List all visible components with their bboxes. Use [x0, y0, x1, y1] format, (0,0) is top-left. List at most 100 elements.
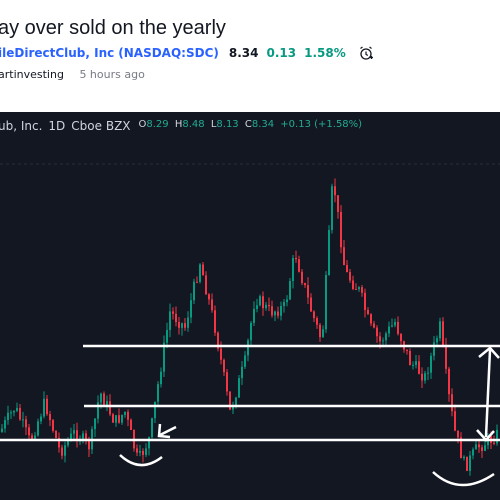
candle-body	[337, 195, 339, 212]
candle-body	[172, 311, 174, 314]
candle-body	[217, 332, 219, 349]
candle-body	[4, 420, 6, 429]
candle-body	[40, 416, 42, 422]
candle-body	[52, 420, 54, 431]
legend-symbol[interactable]: ub, Inc.	[0, 119, 43, 133]
candle-body	[28, 427, 30, 436]
published-time: 5 hours ago	[79, 68, 145, 81]
candle-body	[286, 299, 288, 303]
candle-body	[157, 384, 159, 402]
candle-body	[124, 411, 126, 415]
candle-body	[379, 336, 381, 342]
candle-body	[307, 285, 309, 298]
candle-body	[160, 371, 162, 385]
candle-body	[463, 456, 465, 459]
candle-body	[367, 309, 369, 315]
legend-exchange: Cboe BZX	[71, 119, 131, 133]
candle-body	[223, 359, 225, 373]
candle-body	[130, 419, 132, 430]
candle-body	[253, 308, 255, 323]
candle-body	[493, 442, 495, 444]
candle-body	[37, 421, 39, 436]
candle-body	[184, 323, 186, 328]
bottom-arc-right	[432, 471, 495, 487]
candle-body	[226, 372, 228, 392]
candle-body	[451, 394, 453, 412]
candle-body	[475, 444, 477, 450]
drawing-lines[interactable]	[0, 344, 500, 487]
candle-body	[94, 418, 96, 430]
candle-body	[472, 449, 474, 456]
candle-body	[427, 372, 429, 374]
candle-body	[256, 305, 258, 309]
candlestick-plot[interactable]	[0, 112, 500, 500]
candle-body	[100, 393, 102, 403]
candle-body	[322, 329, 324, 338]
candle-body	[148, 437, 150, 449]
bottom-arc-left	[119, 454, 163, 467]
candle-body	[82, 433, 84, 441]
candle-body	[214, 310, 216, 333]
candle-body	[235, 397, 237, 406]
candle-body	[199, 264, 201, 282]
candle-body	[106, 401, 108, 406]
candle-body	[274, 311, 276, 316]
candle-body	[154, 401, 156, 419]
symbol-ticker-link[interactable]: (NASDAQ:SDC)	[118, 46, 219, 60]
candle-body	[436, 338, 438, 343]
candle-body	[118, 415, 120, 423]
candle-body	[268, 304, 270, 307]
candle-body	[325, 275, 327, 330]
candle-body	[457, 430, 459, 438]
candle-body	[373, 323, 375, 328]
candle-body	[292, 257, 294, 282]
chart-area[interactable]: ub, Inc. 1D Cboe BZX O8.29 H8.48 L8.13 C…	[0, 112, 500, 500]
candle-body	[247, 340, 249, 356]
candle-body	[241, 366, 243, 379]
author-link[interactable]: artinvesting	[0, 68, 64, 81]
candle-body	[298, 259, 300, 272]
candle-body	[208, 294, 210, 300]
candle-body	[244, 355, 246, 367]
candle-body	[205, 275, 207, 295]
idea-title[interactable]: ay over sold on the yearly	[0, 17, 226, 39]
candle-body	[121, 414, 123, 423]
candle-body	[295, 257, 297, 260]
candle-body	[163, 342, 165, 372]
candle-body	[370, 314, 372, 324]
candle-body	[76, 430, 78, 441]
candle-body	[43, 398, 45, 417]
candle-body	[301, 271, 303, 284]
candle-body	[406, 349, 408, 351]
candle-body	[178, 322, 180, 328]
alarm-clock-plus-icon[interactable]	[358, 45, 374, 61]
candle-body	[415, 361, 417, 365]
candle-body	[454, 411, 456, 431]
candle-body	[283, 302, 285, 307]
candle-body	[313, 311, 315, 319]
legend-interval[interactable]: 1D	[48, 119, 66, 133]
candle-body	[16, 407, 18, 411]
symbol-name-link[interactable]: ileDirectClub, Inc	[0, 46, 115, 60]
candle-body	[46, 398, 48, 415]
candle-body	[88, 439, 90, 450]
candle-body	[250, 322, 252, 341]
candle-body	[70, 433, 72, 441]
symbol-change: 0.13	[266, 46, 297, 60]
candle-body	[343, 247, 345, 266]
legend-ohlc: O8.29 H8.48 L8.13 C8.34 +0.13 (+1.58%)	[138, 119, 363, 130]
candle-body	[418, 361, 420, 374]
candle-body	[433, 342, 435, 356]
candle-body	[166, 329, 168, 343]
candle-body	[445, 345, 447, 369]
candle-body	[202, 264, 204, 276]
candle-body	[1, 428, 3, 432]
symbol-price: 8.34	[228, 46, 259, 60]
candle-body	[22, 419, 24, 421]
candle-body	[304, 283, 306, 286]
candle-body	[265, 304, 267, 309]
candle-body	[355, 288, 357, 290]
candle-body	[421, 373, 423, 381]
candle-body	[151, 418, 153, 438]
candle-body	[448, 368, 450, 395]
